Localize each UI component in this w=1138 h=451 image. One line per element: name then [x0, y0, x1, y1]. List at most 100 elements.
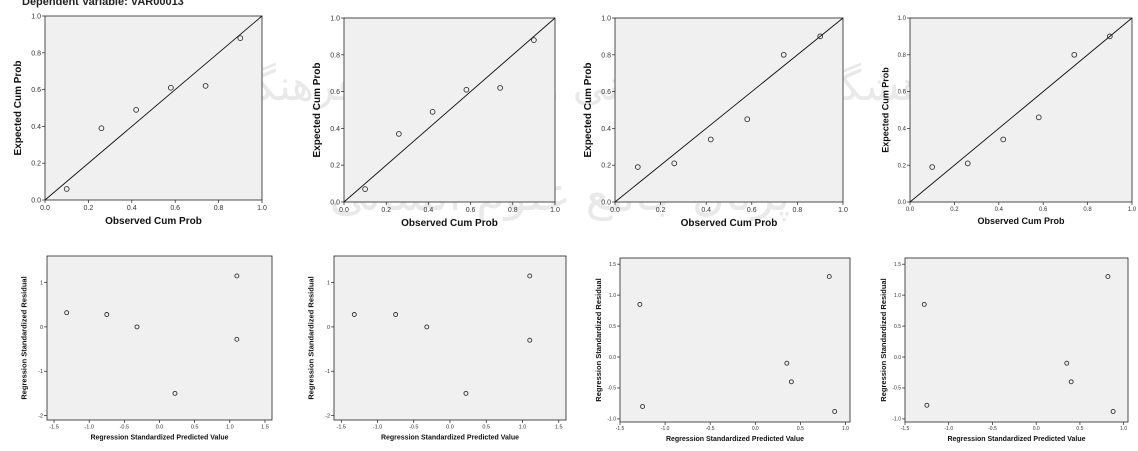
data-point — [463, 86, 470, 93]
x-tick-label: -0.5 — [988, 426, 997, 432]
data-point — [168, 84, 174, 91]
data-point — [527, 273, 533, 279]
x-tick-label: 0.0 — [339, 207, 349, 214]
y-tick-label: -0.5 — [607, 386, 616, 392]
chart-7-svg: -1.5 -1.0 -0.5 0.0 0.5 1.0-1.0-0.50.00.51.01.… — [594, 257, 851, 443]
x-tick-label: -1.0 — [944, 426, 953, 432]
x-tick-label: 1.0 — [1120, 426, 1127, 432]
data-point — [784, 360, 790, 366]
data-point — [780, 51, 787, 58]
plot-area — [46, 255, 273, 421]
chart-3-svg: 0.0 0.2 0.4 0.6 0.8 1.0 0.0 0.2 0.4 0.6 0.8 1.0 Obse… — [583, 15, 848, 229]
data-point — [707, 136, 714, 143]
y-tick-label: 0.0 — [894, 355, 901, 361]
x-tick-label: -1.5 — [901, 426, 910, 432]
data-point — [964, 160, 971, 167]
x-tick-label: 0.0 — [1033, 426, 1040, 432]
data-point — [497, 85, 503, 91]
y-tick-label: 0.0 — [898, 200, 907, 206]
x-tick-label: 0.5 — [797, 426, 804, 432]
data-point — [1068, 379, 1074, 385]
data-point — [1035, 114, 1042, 121]
data-point — [1105, 274, 1111, 280]
y-tick-label: -1.0 — [892, 417, 901, 423]
reference-line — [909, 17, 1133, 203]
x-tick-label: 1.0 — [519, 425, 527, 431]
data-point — [63, 186, 70, 192]
dependent-variable-caption: Dependent Variable: VAR00013 — [22, 0, 184, 8]
data-point — [393, 312, 399, 317]
data-point — [104, 312, 110, 317]
y-axis-label: Expected Cum Prob — [880, 67, 890, 153]
x-axis-label: Observed Cum Prob — [401, 218, 498, 229]
data-point — [134, 324, 140, 330]
y-tick-label: 0.2 — [31, 161, 41, 168]
residual-plot-2: -1.5 -1.0 -0.5 0.0 0.5 1.0 1.5 -2 -1 0 1 Regression… — [300, 250, 580, 451]
y-tick-label: 1.0 — [601, 15, 611, 22]
x-tick-label: 0.4 — [424, 207, 434, 214]
y-tick-label: 0.0 — [609, 355, 616, 361]
data-point — [817, 33, 824, 40]
data-point — [237, 35, 244, 41]
plot-area — [904, 257, 1129, 423]
y-tick-label: 0.8 — [330, 52, 340, 59]
y-tick-label: 0.5 — [609, 324, 616, 330]
x-tick-label: 1.0 — [842, 426, 849, 432]
x-tick-label: -0.5 — [409, 425, 418, 431]
y-tick-label: -1.0 — [607, 417, 616, 423]
x-axis-label: Observed Cum Prob — [977, 216, 1065, 226]
data-point — [531, 37, 537, 43]
x-tick-label: 0.4 — [701, 207, 711, 214]
x-tick-label: 1.0 — [257, 205, 267, 212]
y-tick-label: -1 — [38, 369, 43, 375]
pp-plot-2: 0.0 0.2 0.4 0.6 0.8 1.0 0.0 0.2 0.4 0.6 0.8 1.0 Obse… — [300, 8, 585, 236]
data-point — [640, 404, 645, 409]
x-tick-label: -1.5 — [337, 425, 346, 431]
y-tick-label: 1 — [327, 281, 330, 287]
chart-2-svg: 0.0 0.2 0.4 0.6 0.8 1.0 0.0 0.2 0.4 0.6 0.8 1.0 Obse… — [312, 15, 560, 229]
y-tick-label: 1.0 — [894, 293, 901, 299]
reference-line — [614, 17, 844, 203]
reference-line — [343, 17, 556, 203]
pp-plot-4: 0.0 0.2 0.4 0.6 0.8 1.0 0.0 0.2 0.4 0.6 0.8 1.0 Obse… — [870, 8, 1138, 236]
y-tick-label: 0.4 — [31, 124, 41, 131]
x-tick-label: 0.6 — [747, 207, 757, 214]
x-tick-label: -1.5 — [49, 425, 58, 431]
y-tick-label: 0.8 — [898, 53, 907, 59]
y-tick-label: 0.8 — [31, 50, 41, 57]
y-tick-label: -2 — [38, 413, 43, 419]
y-axis-label: Expected Cum Prob — [312, 62, 323, 157]
x-tick-label: 0.8 — [1083, 207, 1092, 213]
x-tick-label: 1.0 — [838, 207, 848, 214]
data-point — [671, 160, 678, 167]
data-point — [424, 324, 430, 330]
x-tick-label: -1.0 — [84, 425, 93, 431]
x-tick-label: -0.5 — [706, 426, 715, 432]
y-tick-label: 0.6 — [330, 89, 340, 96]
y-tick-label: 0.6 — [898, 90, 907, 96]
y-tick-label: 0.8 — [601, 52, 611, 59]
data-point — [744, 116, 751, 123]
x-axis-label: Regression Standardized Predicted Value — [381, 435, 519, 442]
x-tick-label: 0.6 — [170, 205, 180, 212]
x-tick-label: 0.0 — [156, 425, 164, 431]
data-point — [133, 106, 139, 113]
data-point — [832, 409, 838, 414]
y-tick-label: 1.0 — [609, 293, 616, 299]
data-point — [1071, 51, 1078, 58]
x-tick-label: 0.6 — [1039, 207, 1048, 213]
data-point — [202, 83, 209, 89]
y-axis-label: Regression Standardized Residual — [307, 276, 316, 399]
y-tick-label: 0.6 — [31, 87, 41, 94]
y-tick-label: 0 — [40, 325, 43, 331]
y-tick-label: 1 — [40, 281, 43, 287]
x-tick-label: 0.2 — [381, 207, 391, 214]
y-tick-label: 0.2 — [898, 163, 907, 169]
x-tick-label: 0.2 — [84, 205, 94, 212]
chart-8-svg: -1.5 -1.0 -0.5 0.0 0.5 1.0-1.0-0.50.00.51.01.… — [879, 257, 1129, 443]
pp-plot-1: 0.0 0.2 0.4 0.6 0.8 1.0 0.0 0.2 0.4 0.6 0.8 1.0 Obse… — [0, 8, 280, 236]
data-point — [234, 273, 240, 279]
y-tick-label: 1.5 — [609, 262, 616, 268]
data-point — [172, 390, 178, 396]
data-point — [1110, 409, 1116, 414]
